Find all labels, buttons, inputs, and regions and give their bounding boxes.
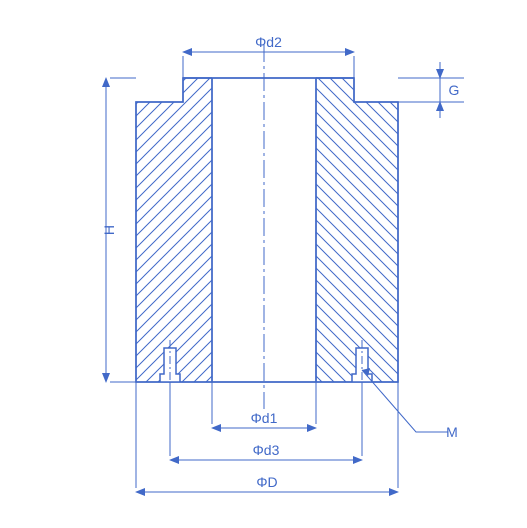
technical-drawing: Φd2 H G Φd1 Φd3 ΦD M [0,0,527,528]
dim-label-phi_d3: Φd3 [253,442,280,458]
dim-label-H: H [101,225,117,235]
dim-label-M: M [446,424,458,440]
dim-label-phi_D: ΦD [256,474,277,490]
dim-label-phi_d2: Φd2 [255,34,282,50]
dim-label-phi_d1: Φd1 [251,410,278,426]
dim-label-G: G [449,82,460,98]
